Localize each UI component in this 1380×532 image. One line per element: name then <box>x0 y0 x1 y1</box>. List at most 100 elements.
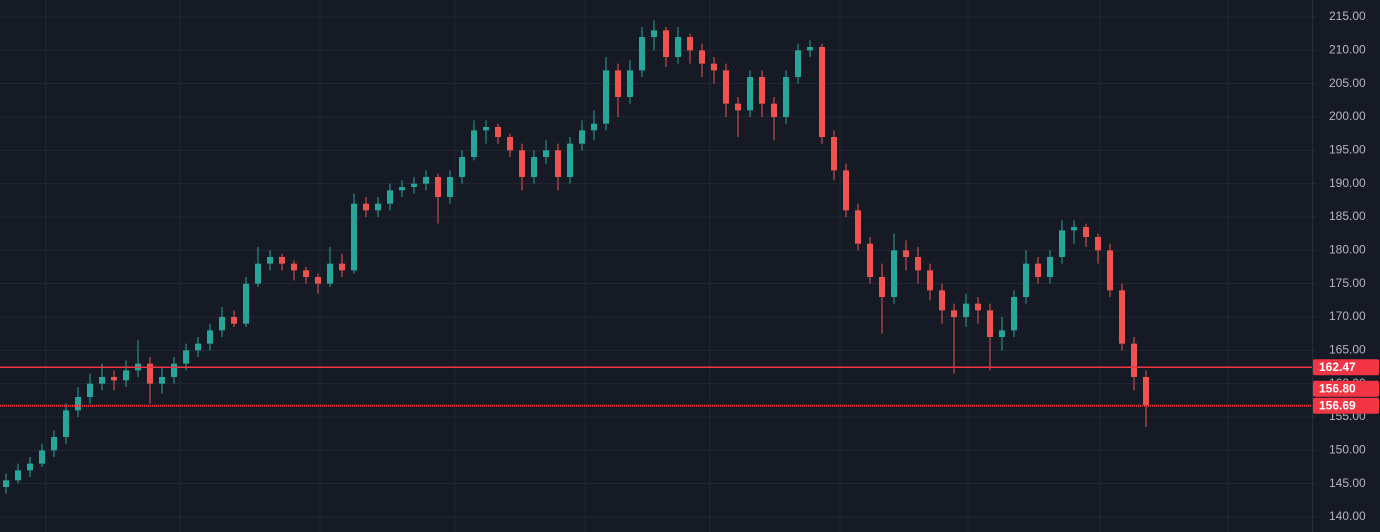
candle-body <box>627 70 633 97</box>
candle-body <box>291 263 297 271</box>
y-tick-label: 170.00 <box>1329 309 1366 323</box>
candle-body <box>867 243 873 277</box>
candle-body <box>267 257 273 264</box>
y-tick-label: 205.00 <box>1329 76 1366 90</box>
candle-body <box>1083 227 1089 237</box>
candle-body <box>1131 343 1137 377</box>
candle-body <box>1119 290 1125 344</box>
price-badge <box>1313 397 1379 414</box>
candle-body <box>315 277 321 284</box>
candles <box>3 20 1149 494</box>
vertical-grid <box>45 0 1229 532</box>
candle-body <box>219 317 225 331</box>
candle-body <box>447 177 453 197</box>
price-badge-label: 162.47 <box>1319 360 1356 374</box>
candle-body <box>471 130 477 157</box>
candle-body <box>723 70 729 104</box>
candle-body <box>255 263 261 284</box>
candle-body <box>927 270 933 291</box>
candle-body <box>483 127 489 131</box>
candle-body <box>567 143 573 177</box>
candle-body <box>531 157 537 177</box>
candle-body <box>411 183 417 187</box>
candle-body <box>279 257 285 264</box>
y-tick-label: 215.00 <box>1329 9 1366 23</box>
y-tick-label: 175.00 <box>1329 276 1366 290</box>
candle-body <box>423 177 429 184</box>
candle-body <box>99 377 105 384</box>
candle-body <box>87 383 93 397</box>
candle-body <box>951 310 957 317</box>
candle-body <box>339 263 345 271</box>
price-badge-label: 156.69 <box>1319 398 1356 412</box>
price-badge <box>1313 359 1379 376</box>
candle-body <box>555 150 561 177</box>
y-tick-label: 190.00 <box>1329 176 1366 190</box>
candle-body <box>507 137 513 151</box>
y-tick-label: 185.00 <box>1329 209 1366 223</box>
candle-body <box>147 363 153 384</box>
candle-body <box>27 463 33 471</box>
y-tick-label: 145.00 <box>1329 476 1366 490</box>
candle-body <box>363 203 369 211</box>
price-badge-label: 156.80 <box>1319 381 1356 395</box>
candle-body <box>879 277 885 297</box>
candle-body <box>915 257 921 271</box>
y-tick-label: 150.00 <box>1329 443 1366 457</box>
candle-body <box>543 150 549 157</box>
candle-body <box>939 290 945 311</box>
candle-body <box>687 37 693 51</box>
candle-body <box>807 47 813 51</box>
candle-body <box>351 203 357 271</box>
candle-body <box>759 77 765 104</box>
candle-body <box>819 47 825 137</box>
candle-body <box>843 170 849 211</box>
candle-body <box>207 330 213 344</box>
candle-body <box>183 350 189 364</box>
candle-body <box>399 187 405 191</box>
y-tick-label: 180.00 <box>1329 243 1366 257</box>
candle-body <box>111 377 117 381</box>
candle-body <box>63 410 69 437</box>
candle-body <box>615 70 621 97</box>
candle-body <box>171 363 177 377</box>
candle-body <box>495 127 501 137</box>
candle-body <box>591 123 597 131</box>
candle-body <box>1047 257 1053 277</box>
candle-body <box>1143 377 1149 405</box>
candle-body <box>663 30 669 57</box>
candle-body <box>651 30 657 37</box>
candle-body <box>303 270 309 277</box>
candle-body <box>831 137 837 171</box>
candle-body <box>903 250 909 257</box>
candle-body <box>891 250 897 297</box>
candle-body <box>75 397 81 411</box>
candle-body <box>459 157 465 177</box>
y-tick-label: 210.00 <box>1329 43 1366 57</box>
candle-body <box>699 50 705 64</box>
candle-body <box>975 303 981 311</box>
y-tick-label: 165.00 <box>1329 343 1366 357</box>
candle-body <box>783 77 789 117</box>
price-badge <box>1313 380 1379 397</box>
candle-body <box>519 150 525 177</box>
candle-body <box>231 317 237 324</box>
y-tick-label: 200.00 <box>1329 109 1366 123</box>
candle-body <box>639 37 645 71</box>
candle-body <box>855 210 861 244</box>
candle-body <box>771 103 777 117</box>
candle-body <box>795 50 801 77</box>
candle-body <box>1011 297 1017 331</box>
candle-body <box>963 303 969 317</box>
y-tick-label: 195.00 <box>1329 143 1366 157</box>
candle-body <box>375 203 381 211</box>
candle-body <box>711 63 717 71</box>
candle-body <box>195 343 201 351</box>
candle-body <box>735 103 741 111</box>
candle-body <box>603 70 609 124</box>
candle-body <box>3 480 9 487</box>
candle-body <box>159 377 165 384</box>
candle-body <box>1035 263 1041 277</box>
candle-body <box>999 330 1005 337</box>
